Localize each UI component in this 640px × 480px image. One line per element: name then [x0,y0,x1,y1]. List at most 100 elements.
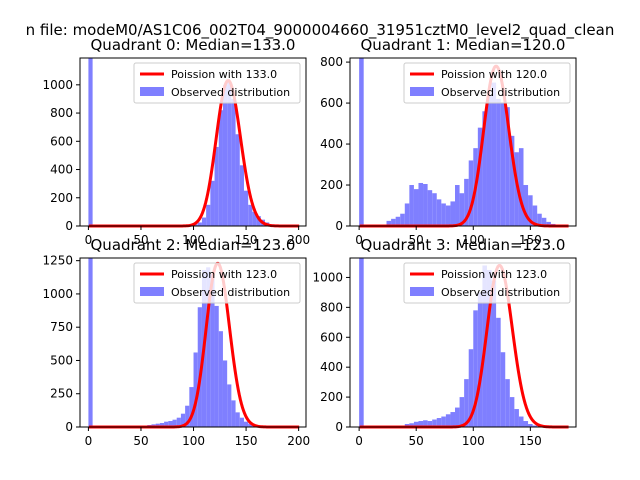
quadrant-1-bar [404,203,410,226]
quadrant-0-ytick-label: 800 [50,106,73,120]
quadrant-2-ytick-label: 750 [50,320,73,334]
quadrant-3-bar [532,425,538,427]
quadrant-2-ytick-label: 0 [65,420,73,434]
quadrant-1-legend-box [403,62,571,104]
quadrant-2-xtick-label: 100 [182,434,205,448]
quadrant-1-ytick-label: 200 [320,178,343,192]
quadrant-2-legend-box [133,262,301,304]
quadrant-1-xtick-label: 150 [519,233,542,247]
quadrant-0-ticks: 0 50 100 150 200 0 200 400 600 800 1000 [42,78,310,247]
quadrant-2-bar [231,400,236,427]
quadrant-1-bar [427,190,433,226]
quadrant-2-bar [218,331,223,427]
quadrant-3-legend-fit-label: Poission with 123.0 [441,268,547,281]
quadrant-1-ytick-label: 400 [320,137,343,151]
quadrant-3-ytick-label: 600 [320,330,343,344]
quadrant-2-bar [235,412,240,427]
quadrant-2-xtick-label: 150 [235,434,258,448]
quadrant-1-bar [432,193,437,226]
quadrant-1-xtick-label: 100 [462,233,485,247]
quadrant-0-bar [197,222,202,226]
quadrant-1-bar [486,94,492,226]
quadrant-2-legend-fit-label: Poission with 123.0 [171,268,277,281]
quadrant-2-xtick-label: 0 [85,434,93,448]
quadrant-1-bar [528,195,533,226]
quadrant-3-bar [518,416,524,427]
quadrant-2-bar [168,421,173,427]
quadrant-3-bar [491,280,497,427]
quadrant-3-ytick-label: 200 [320,390,343,404]
quadrant-3-bar [450,412,456,427]
quadrant-1-xtick-label: 0 [355,233,363,247]
quadrant-2-bar [185,405,190,427]
quadrant-3-bar [413,421,419,427]
quadrant-3-bar [523,421,529,427]
quadrant-0-bar [222,84,228,226]
quadrant-0-ytick-label: 1000 [42,78,73,92]
quadrant-0-bar [239,165,244,226]
quadrant-1-ytick-label: 0 [335,219,343,233]
quadrant-0-bar [193,224,198,226]
quadrant-0-bar [201,217,207,226]
quadrant-3-bar [473,310,478,427]
quadrant-1-bar [464,178,469,226]
quadrant-3-bar [427,421,433,427]
quadrant-3-bar [486,269,492,427]
quadrant-2-ytick-label: 1250 [42,254,73,268]
quadrant-3-ytick-label: 0 [335,420,343,434]
quadrant-1-bar [455,185,460,226]
quadrant-1-legend-fit-label: Poission with 120.0 [441,68,547,81]
quadrant-2-xtick-label: 50 [133,434,148,448]
quadrant-0-axes-frame [79,57,307,227]
quadrant-1-bar [409,185,414,226]
quadrant-1-xtick-label: 50 [409,233,424,247]
quadrant-0-xtick-label: 50 [133,233,148,247]
quadrant-2-bar [197,307,202,427]
quadrant-2-axes-frame [79,257,307,428]
quadrant-2-legend: Poission with 123.0 Observed distributio… [133,262,301,304]
quadrant-3-legend-box [403,262,571,304]
quadrant-1-legend-observed-label: Observed distribution [441,86,560,99]
quadrant-2-ytick-label: 250 [50,387,73,401]
quadrant-1-bar [445,205,451,226]
quadrant-1-legend: Poission with 120.0 Observed distributio… [403,62,571,104]
quadrant-2-bar [214,305,219,427]
quadrant-2-bar [159,423,165,427]
quadrant-2-bar [172,419,177,427]
quadrant-1-bar [400,213,405,226]
quadrant-1-bar [391,218,396,226]
quadrant-3-bar [509,397,515,427]
quadrant-1-bar [523,185,529,226]
figure-suptitle: n file: modeM0/AS1C06_002T04_9000004660_… [26,21,615,40]
quadrant-3-bar [468,349,474,427]
quadrant-3-xtick-label: 0 [355,434,363,448]
quadrant-0-legend-observed-label: Observed distribution [171,86,290,99]
quadrant-1-bar [395,216,401,226]
quadrant-2-bar [88,258,93,427]
quadrant-0-xtick-label: 150 [235,233,258,247]
quadrant-3-bar [441,416,446,427]
quadrant-2-ytick-label: 500 [50,353,73,367]
quadrant-3-bar [423,420,428,427]
quadrant-0-ytick-label: 400 [50,163,73,177]
quadrant-3-bar [455,407,460,427]
quadrant-2-bar [227,384,232,427]
quadrant-3-title: Quadrant 3: Median=123.0 [361,236,566,254]
quadrant-2-bar [210,273,215,427]
quadrant-1-bar [450,201,456,226]
quadrant-0-legend-box [133,62,301,104]
quadrant-3-bar [505,379,510,427]
quadrant-1-bar [537,213,542,226]
quadrant-0-title: Quadrant 0: Median=133.0 [91,36,296,54]
quadrant-0-ytick-label: 600 [50,134,73,148]
quadrant-1-bar [459,193,465,226]
quadrant-0-bar [252,211,257,226]
quadrant-0-xtick-label: 100 [182,233,205,247]
quadrant-2-bar [176,417,181,427]
quadrant-3-bar [445,414,451,427]
quadrant-2-bar [222,360,228,427]
quadrant-1-bar [532,205,538,226]
quadrant-1-bar [441,203,446,226]
quadrant-0-bar [256,216,261,226]
